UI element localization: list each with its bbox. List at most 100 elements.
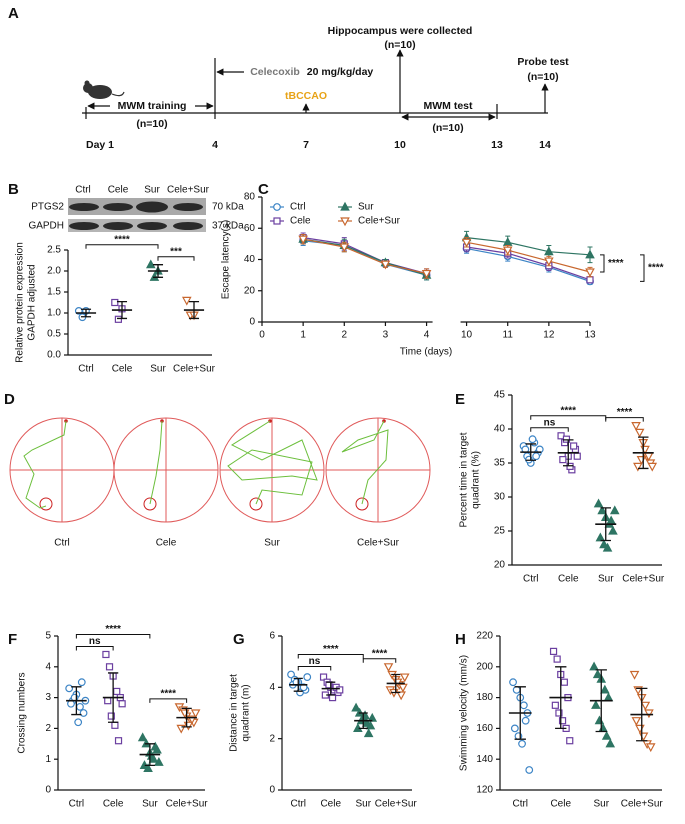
significance-bracket — [149, 698, 188, 703]
point — [609, 505, 620, 515]
point — [502, 246, 513, 256]
legend-label: Cele — [290, 216, 311, 227]
point — [105, 663, 114, 671]
group-label: Cele+Sur — [357, 538, 400, 549]
x-tick-label: Sur — [355, 799, 371, 810]
panel-letter: G — [233, 631, 245, 648]
point — [287, 670, 295, 679]
significance-label: **** — [617, 407, 633, 418]
point — [644, 709, 654, 719]
y-tick-label: 1 — [45, 754, 51, 765]
series-line — [466, 246, 591, 281]
error-bar — [636, 687, 648, 742]
legend-label: Cele+Sur — [358, 216, 401, 227]
legend-label: Ctrl — [290, 202, 306, 213]
band-name: PTGS2 — [31, 202, 64, 213]
legend-label: Sur — [358, 202, 374, 213]
y-tick-label: 25 — [494, 526, 506, 537]
y-tick-label: 0 — [269, 785, 275, 796]
panel-letter: A — [8, 5, 19, 22]
y-tick-label: 0.5 — [47, 329, 61, 340]
point — [102, 650, 110, 659]
point — [640, 701, 651, 711]
x-tick-label: 13 — [584, 330, 596, 341]
point — [339, 243, 350, 253]
significance-bracket — [75, 645, 114, 651]
point — [595, 532, 606, 542]
point — [111, 721, 119, 729]
point — [586, 276, 594, 284]
y-tick-label: 0.0 — [47, 350, 61, 361]
day-label: 10 — [394, 139, 406, 151]
point — [629, 670, 640, 680]
point — [143, 763, 153, 773]
x-tick-label: Cele — [558, 574, 579, 585]
significance-bracket — [297, 666, 332, 671]
x-tick-label: Ctrl — [78, 364, 94, 375]
significance-bracket — [85, 244, 159, 249]
track-panel: D Ctrl Cele Sur Cele+Sur — [4, 391, 431, 549]
x-axis-label: Time (days) — [400, 347, 452, 358]
significance-bracket — [157, 256, 195, 261]
y-tick-label: 4 — [269, 682, 275, 693]
point — [118, 700, 126, 708]
point — [145, 259, 156, 269]
error-bar — [152, 264, 164, 278]
band-size: 37 kDa — [212, 221, 244, 232]
y-tick-label: 1.5 — [47, 287, 61, 298]
point — [598, 723, 608, 733]
significance-bracket — [530, 427, 569, 432]
x-tick-label: 10 — [461, 330, 473, 341]
point — [512, 686, 521, 694]
significance-label: *** — [170, 246, 182, 257]
point — [555, 709, 563, 717]
error-bar — [358, 712, 368, 730]
label: MWM test — [424, 100, 473, 112]
error-bar — [391, 673, 401, 694]
label: Celecoxib — [250, 66, 300, 78]
x-tick-label: Ctrl — [523, 574, 539, 585]
x-tick-label: Cele+Sur — [621, 799, 664, 810]
y-axis-label: Distance in target — [229, 674, 240, 752]
point — [319, 673, 328, 681]
series-line — [303, 238, 427, 275]
x-tick-label: Cele — [103, 799, 124, 810]
y-tick-label: 45 — [494, 390, 506, 401]
bands — [69, 201, 203, 230]
point — [396, 691, 406, 701]
x-tick-label: Cele — [112, 364, 133, 375]
point — [525, 766, 534, 774]
series-line — [466, 247, 591, 282]
error-bar — [563, 439, 574, 467]
error-bar — [80, 308, 92, 318]
label: (n=10) — [527, 71, 558, 83]
series-line — [466, 237, 591, 256]
error-bar — [181, 707, 192, 728]
y-tick-label: 35 — [494, 458, 506, 469]
error-bar — [107, 672, 119, 723]
point — [591, 700, 601, 709]
y-tick-label: 0 — [45, 785, 51, 796]
panel-letter: D — [4, 391, 15, 408]
significance-bracket — [297, 654, 364, 659]
point — [566, 737, 574, 745]
label: (n=10) — [136, 118, 167, 130]
lane-label: Cele+Sur — [167, 185, 210, 196]
x-tick-label: Cele — [550, 799, 571, 810]
point — [608, 525, 618, 535]
point — [65, 684, 74, 693]
y-tick-label: 60 — [244, 223, 256, 234]
panel-letter: E — [455, 391, 465, 408]
y-tick-label: 4 — [45, 661, 51, 672]
y-tick-label: 80 — [244, 192, 256, 203]
point — [645, 743, 656, 753]
error-bar — [638, 436, 649, 470]
point — [298, 235, 308, 245]
x-tick-label: Sur — [593, 799, 609, 810]
x-tick-label: 4 — [424, 330, 430, 341]
point — [510, 724, 519, 733]
point — [365, 720, 376, 730]
x-tick-label: 3 — [383, 330, 389, 341]
y-tick-label: 120 — [476, 785, 493, 796]
point — [592, 669, 603, 679]
